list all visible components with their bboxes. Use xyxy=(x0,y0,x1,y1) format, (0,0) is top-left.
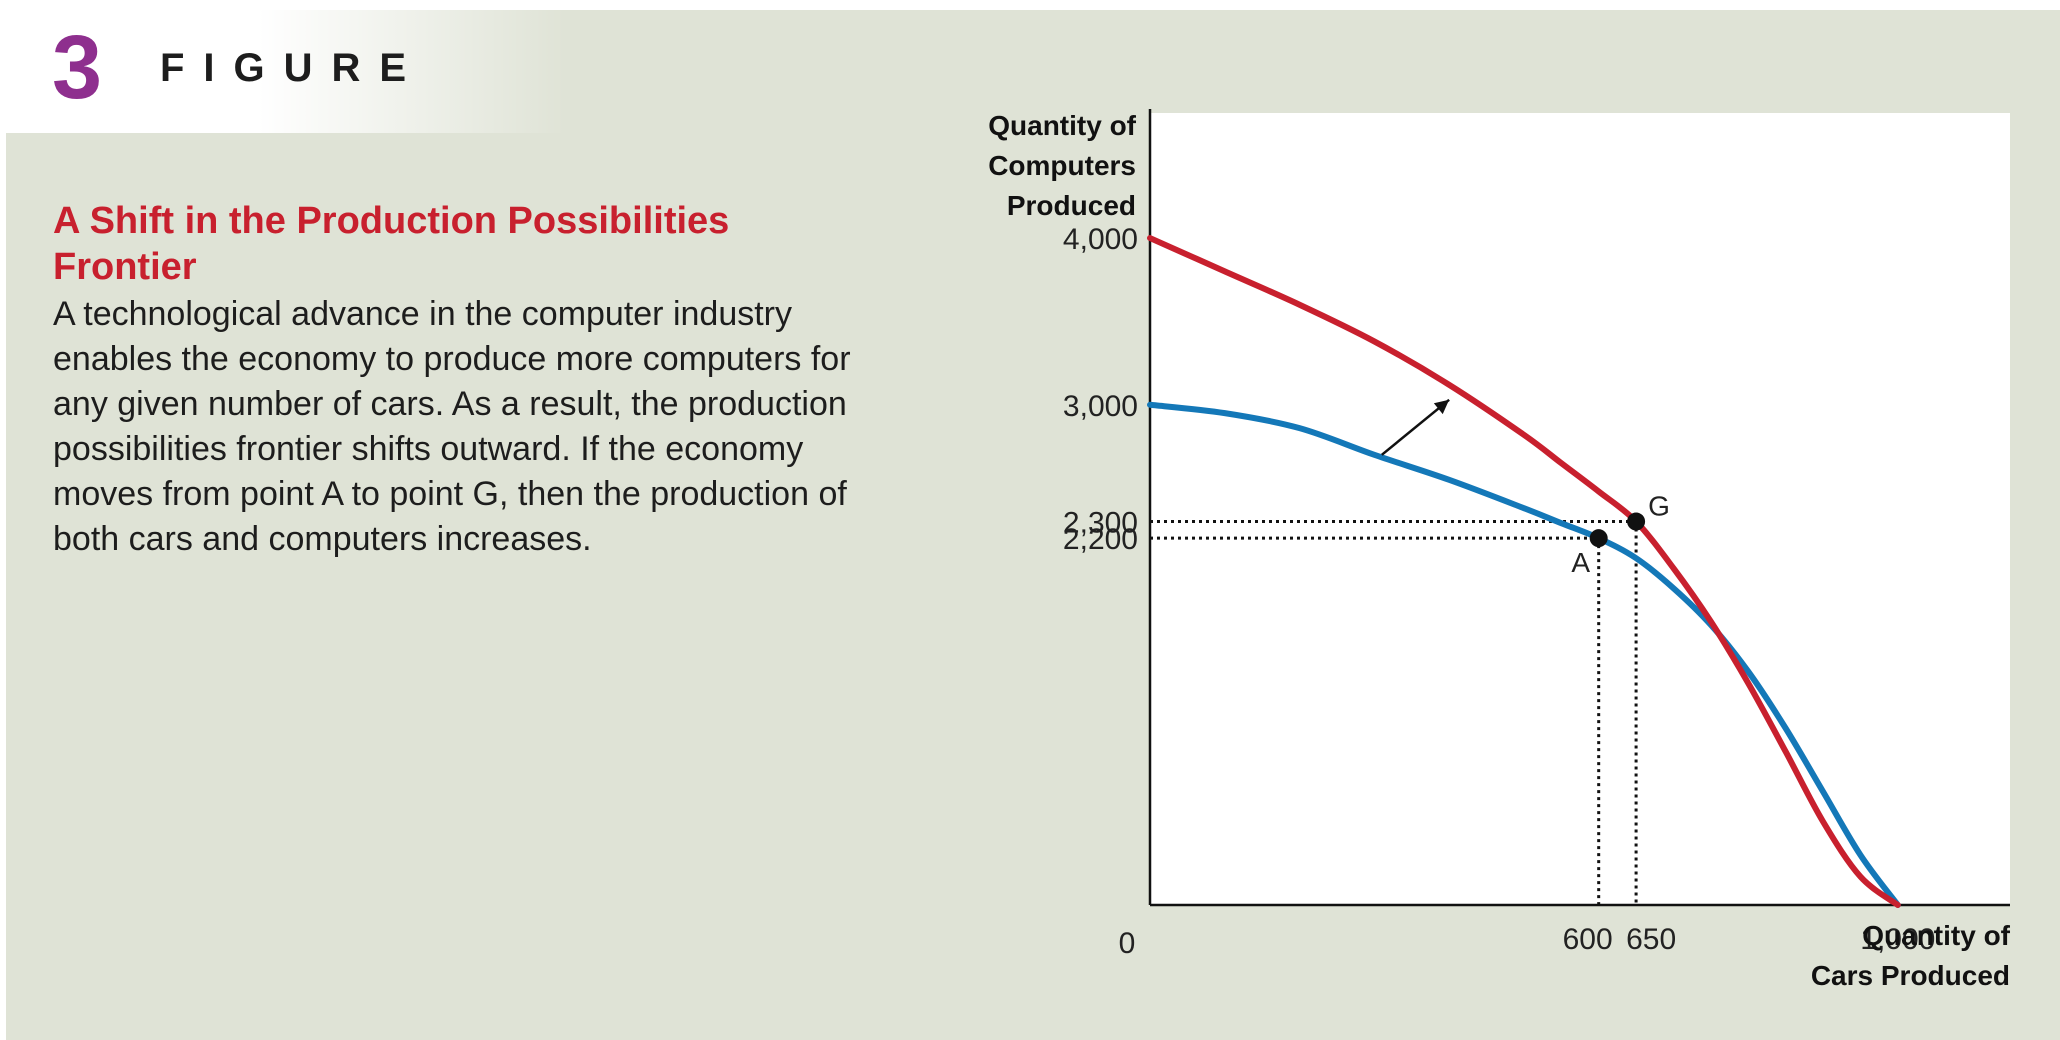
y-tick-label: 2,200 xyxy=(1063,523,1138,556)
plot-area xyxy=(1150,113,2010,905)
y-axis-label: Computers xyxy=(988,150,1136,181)
shift-arrow-line xyxy=(1381,398,1450,456)
series-shifted_frontier xyxy=(1147,235,1901,908)
y-axis-label: Quantity of xyxy=(988,110,1136,141)
x-tick-label: 650 xyxy=(1626,923,1676,956)
figure-header xyxy=(6,10,566,133)
y-tick-label: 4,000 xyxy=(1063,223,1138,256)
figure-number: 3 xyxy=(52,18,103,118)
shift-arrow-head xyxy=(1433,399,1450,415)
y-tick-label: 2,300 xyxy=(1063,507,1138,540)
figure-word: FIGURE xyxy=(160,46,426,90)
x-tick-label: 600 xyxy=(1563,923,1613,956)
series-original_frontier xyxy=(1147,401,1901,908)
origin-label: 0 xyxy=(1119,927,1136,960)
x-axis-label: Cars Produced xyxy=(1811,960,2010,991)
point-G xyxy=(1627,512,1646,531)
x-axis-label: Quantity of xyxy=(1862,920,2010,951)
caption-body: A technological advance in the computer … xyxy=(53,295,851,558)
point-label-A: A xyxy=(1571,547,1590,578)
point-A xyxy=(1589,529,1608,548)
y-tick-label: 3,000 xyxy=(1063,390,1138,423)
x-tick-label: 1,000 xyxy=(1860,923,1935,956)
point-label-G: G xyxy=(1648,491,1670,522)
y-axis-label: Produced xyxy=(1007,190,1136,221)
caption-title: A Shift in the Production Possibilities … xyxy=(53,200,730,288)
